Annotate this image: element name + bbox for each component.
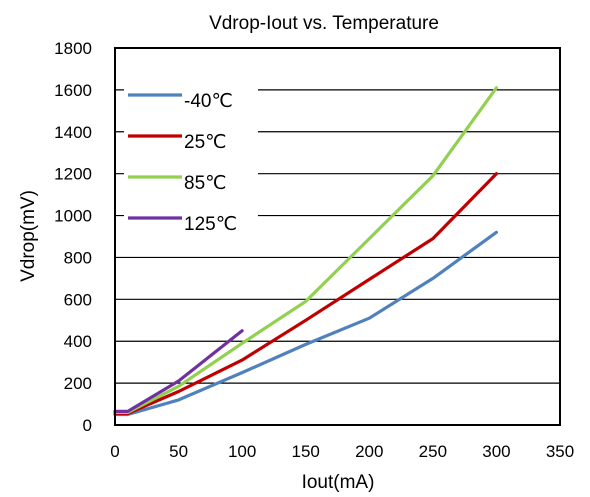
legend: -40℃ 25℃ 85℃ 125℃ xyxy=(124,79,258,235)
y-tick-label: 1400 xyxy=(54,123,92,142)
legend-label-4: 125℃ xyxy=(184,214,237,235)
x-tick-label: 0 xyxy=(110,442,119,461)
y-axis-ticks: 0 200 400 600 800 1000 1200 1400 1600 1800 xyxy=(54,39,92,435)
x-tick-label: 50 xyxy=(169,442,188,461)
x-tick-label: 150 xyxy=(292,442,320,461)
chart-title: Vdrop-Iout vs. Temperature xyxy=(209,13,439,34)
y-tick-label: 800 xyxy=(64,248,92,267)
y-tick-label: 1600 xyxy=(54,81,92,100)
x-tick-label: 350 xyxy=(546,442,574,461)
y-tick-label: 1200 xyxy=(54,165,92,184)
series-line-4 xyxy=(113,329,244,413)
series-line-1 xyxy=(113,230,498,417)
x-axis-ticks: 0 50 100 150 200 250 300 350 xyxy=(110,442,574,461)
y-tick-label: 0 xyxy=(83,416,92,435)
x-tick-label: 200 xyxy=(355,442,383,461)
legend-label-2: 25℃ xyxy=(184,132,226,153)
x-axis-title: Iout(mA) xyxy=(302,472,375,493)
y-tick-label: 1000 xyxy=(54,207,92,226)
y-tick-label: 200 xyxy=(64,374,92,393)
x-tick-label: 300 xyxy=(482,442,510,461)
plot-frame xyxy=(114,47,561,426)
y-tick-label: 400 xyxy=(64,332,92,351)
y-tick-label: 1800 xyxy=(54,39,92,58)
legend-label-3: 85℃ xyxy=(184,173,226,194)
x-tick-label: 100 xyxy=(228,442,256,461)
y-tick-label: 600 xyxy=(64,290,92,309)
x-tick-label: 250 xyxy=(419,442,447,461)
y-axis-title: Vdrop(mV) xyxy=(18,190,39,282)
legend-label-1: -40℃ xyxy=(184,91,233,112)
series-layer xyxy=(113,86,498,417)
